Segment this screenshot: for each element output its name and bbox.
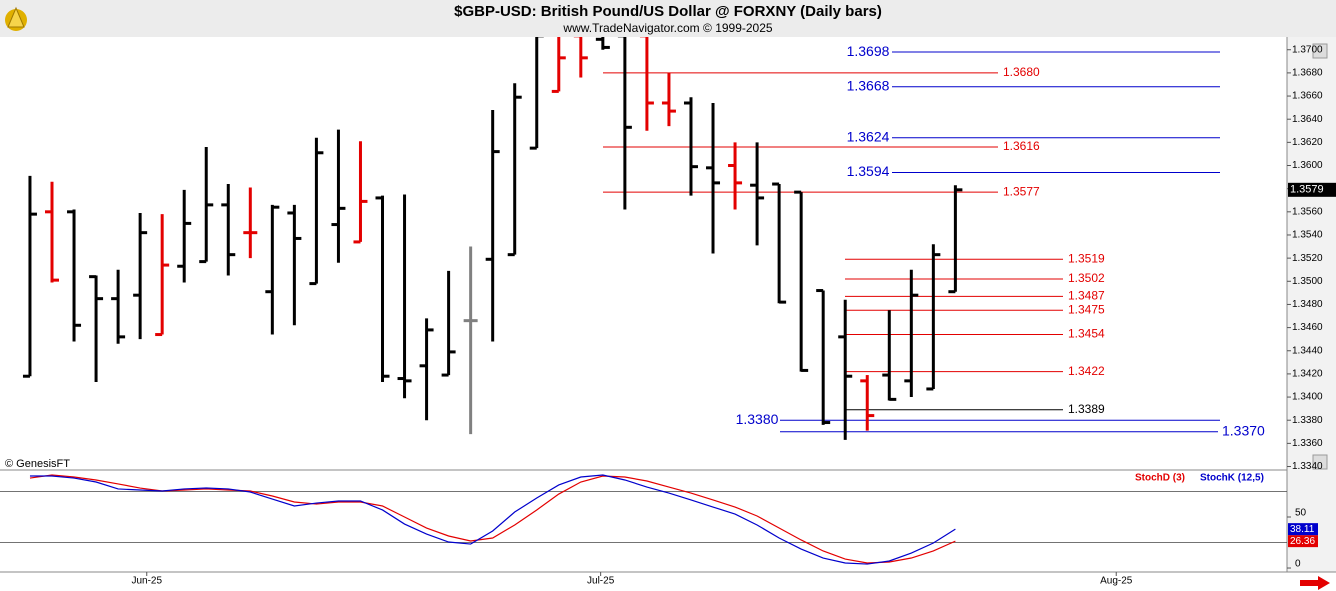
y-tick-label: 1.3360	[1292, 438, 1323, 449]
level-label: 1.3389	[1068, 402, 1105, 416]
series-line	[29, 474, 956, 564]
chart-subtitle: www.TradeNavigator.com © 1999-2025	[562, 21, 772, 35]
level-label: 1.3680	[1003, 65, 1040, 79]
last-value-box	[1288, 523, 1318, 536]
last-value-label: 26.36	[1290, 536, 1315, 547]
level-label: 1.3668	[847, 77, 890, 93]
y-tick-label: 1.3440	[1292, 345, 1323, 356]
level-label: 1.3519	[1068, 251, 1105, 265]
y-tick-label: 1.3520	[1292, 253, 1323, 264]
y-tick-label: 1.3400	[1292, 392, 1323, 403]
last-value-box	[1288, 182, 1336, 197]
level-label: 1.3624	[847, 128, 890, 144]
level-label: 1.3577	[1003, 184, 1040, 198]
y-axis-area	[1287, 37, 1336, 572]
y-tick-label: 1.3480	[1292, 299, 1323, 310]
level-label: 1.3594	[847, 163, 890, 179]
y-tick-label: 1.3620	[1292, 137, 1323, 148]
chart-title: $GBP-USD: British Pound/US Dollar @ FORX…	[454, 3, 882, 20]
legend-entry: StochD (3)	[1135, 473, 1185, 484]
y-tick-label: 1.3420	[1292, 369, 1323, 380]
last-value-label: 1.3579	[1290, 184, 1324, 196]
y-tick-label: 1.3660	[1292, 91, 1323, 102]
watermark: © GenesisFT	[5, 458, 70, 470]
last-value-box	[1288, 535, 1318, 548]
last-value-label: 38.11	[1290, 524, 1315, 535]
y-tick-label: 1.3640	[1292, 114, 1323, 125]
x-tick-label: Aug-25	[1100, 576, 1133, 587]
x-tick-label: Jul-25	[587, 576, 615, 587]
level-label: 1.3487	[1068, 289, 1105, 303]
x-tick-label: Jun-25	[131, 576, 162, 587]
scroll-up[interactable]	[1312, 43, 1328, 59]
y-tick-label: 1.3680	[1292, 68, 1323, 79]
y-tick-label: 1.3540	[1292, 230, 1323, 241]
price-plot: 1.3698 1.3680 1.3668 1.3624 1.3616 1.3594 1.35…	[22, 37, 1265, 440]
level-label: 1.3370	[1222, 422, 1265, 438]
y-tick-label: 1.3500	[1292, 276, 1323, 287]
title-bar	[0, 0, 1336, 37]
y-tick-label: 50	[1295, 508, 1307, 519]
level-label: 1.3422	[1068, 364, 1105, 378]
logo	[5, 6, 27, 31]
series-line	[29, 474, 956, 565]
y-tick-label: 1.3460	[1292, 322, 1323, 333]
y-tick-label: 1.3340	[1292, 461, 1323, 472]
level-label: 1.3475	[1068, 302, 1105, 316]
y-tick-label: 1.3380	[1292, 415, 1323, 426]
y-tick-label: 1.3560	[1292, 206, 1323, 217]
scroll-down[interactable]	[1312, 454, 1328, 470]
level-label: 1.3502	[1068, 271, 1105, 285]
scroll-arrow[interactable]	[1300, 576, 1330, 590]
y-tick-label: 1.3700	[1292, 44, 1323, 55]
legend-entry: StochK (12,5)	[1200, 473, 1264, 484]
level-label: 1.3454	[1068, 327, 1105, 341]
y-tick-label: 1.3600	[1292, 160, 1323, 171]
level-label: 1.3698	[847, 43, 890, 59]
level-label: 1.3380	[736, 411, 779, 427]
level-label: 1.3616	[1003, 139, 1040, 153]
y-tick-label: 0	[1295, 559, 1301, 570]
